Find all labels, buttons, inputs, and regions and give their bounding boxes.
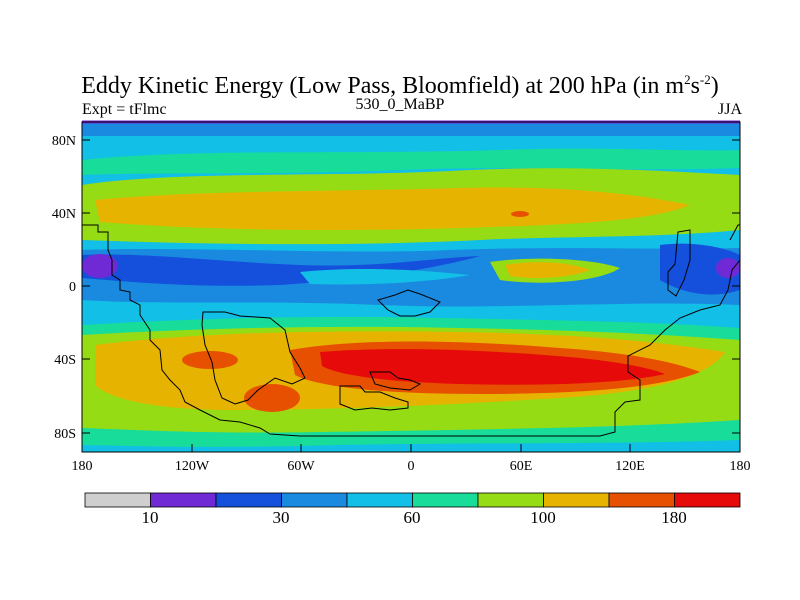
colorbar-swatch <box>543 492 610 508</box>
colorbar-swatch <box>84 492 151 508</box>
lon-label: 120E <box>615 459 645 474</box>
colorbar-swatch <box>215 492 282 508</box>
lat-label: 80S <box>54 427 76 442</box>
lat-label: 80N <box>52 134 76 149</box>
contour-field <box>82 122 740 452</box>
lon-label: 60E <box>510 459 533 474</box>
period-label: 530_0_MaBP <box>355 96 445 113</box>
colorbar-swatch <box>477 492 544 508</box>
coastlines <box>82 224 740 437</box>
colorbar-swatch <box>412 492 479 508</box>
plot-title: Eddy Kinetic Energy (Low Pass, Bloomfiel… <box>81 72 719 99</box>
season-label: JJA <box>717 101 742 118</box>
colorbar-swatch <box>281 492 348 508</box>
lon-label: 180 <box>72 459 93 474</box>
colorbar-labels: 10 30 60 100 180 <box>142 508 687 527</box>
colorbar-label: 30 <box>273 508 290 527</box>
lon-label: 60W <box>287 459 315 474</box>
colorbar-swatch <box>150 492 217 508</box>
lon-label: 180 <box>730 459 751 474</box>
lat-label: 40S <box>54 353 76 368</box>
lon-labels: 180 120W 60W 0 60E 120E 180 <box>72 459 751 474</box>
colorbar-swatch <box>346 492 413 508</box>
colorbar-label: 60 <box>404 508 421 527</box>
colorbar-label: 100 <box>530 508 556 527</box>
lat-label: 40N <box>52 207 76 222</box>
lon-tick-marks <box>81 444 741 452</box>
lat-tick-marks <box>82 139 740 434</box>
colorbar-swatch <box>608 492 675 508</box>
colorbar <box>84 492 741 508</box>
lon-label: 0 <box>408 459 415 474</box>
colorbar-label: 10 <box>142 508 159 527</box>
colorbar-label: 180 <box>661 508 687 527</box>
experiment-label: Expt = tFlmc <box>82 101 167 118</box>
lat-labels: 80N 40N 0 40S 80S <box>52 134 76 442</box>
lat-label: 0 <box>69 280 76 295</box>
colorbar-swatch <box>674 492 741 508</box>
lon-label: 120W <box>175 459 210 474</box>
